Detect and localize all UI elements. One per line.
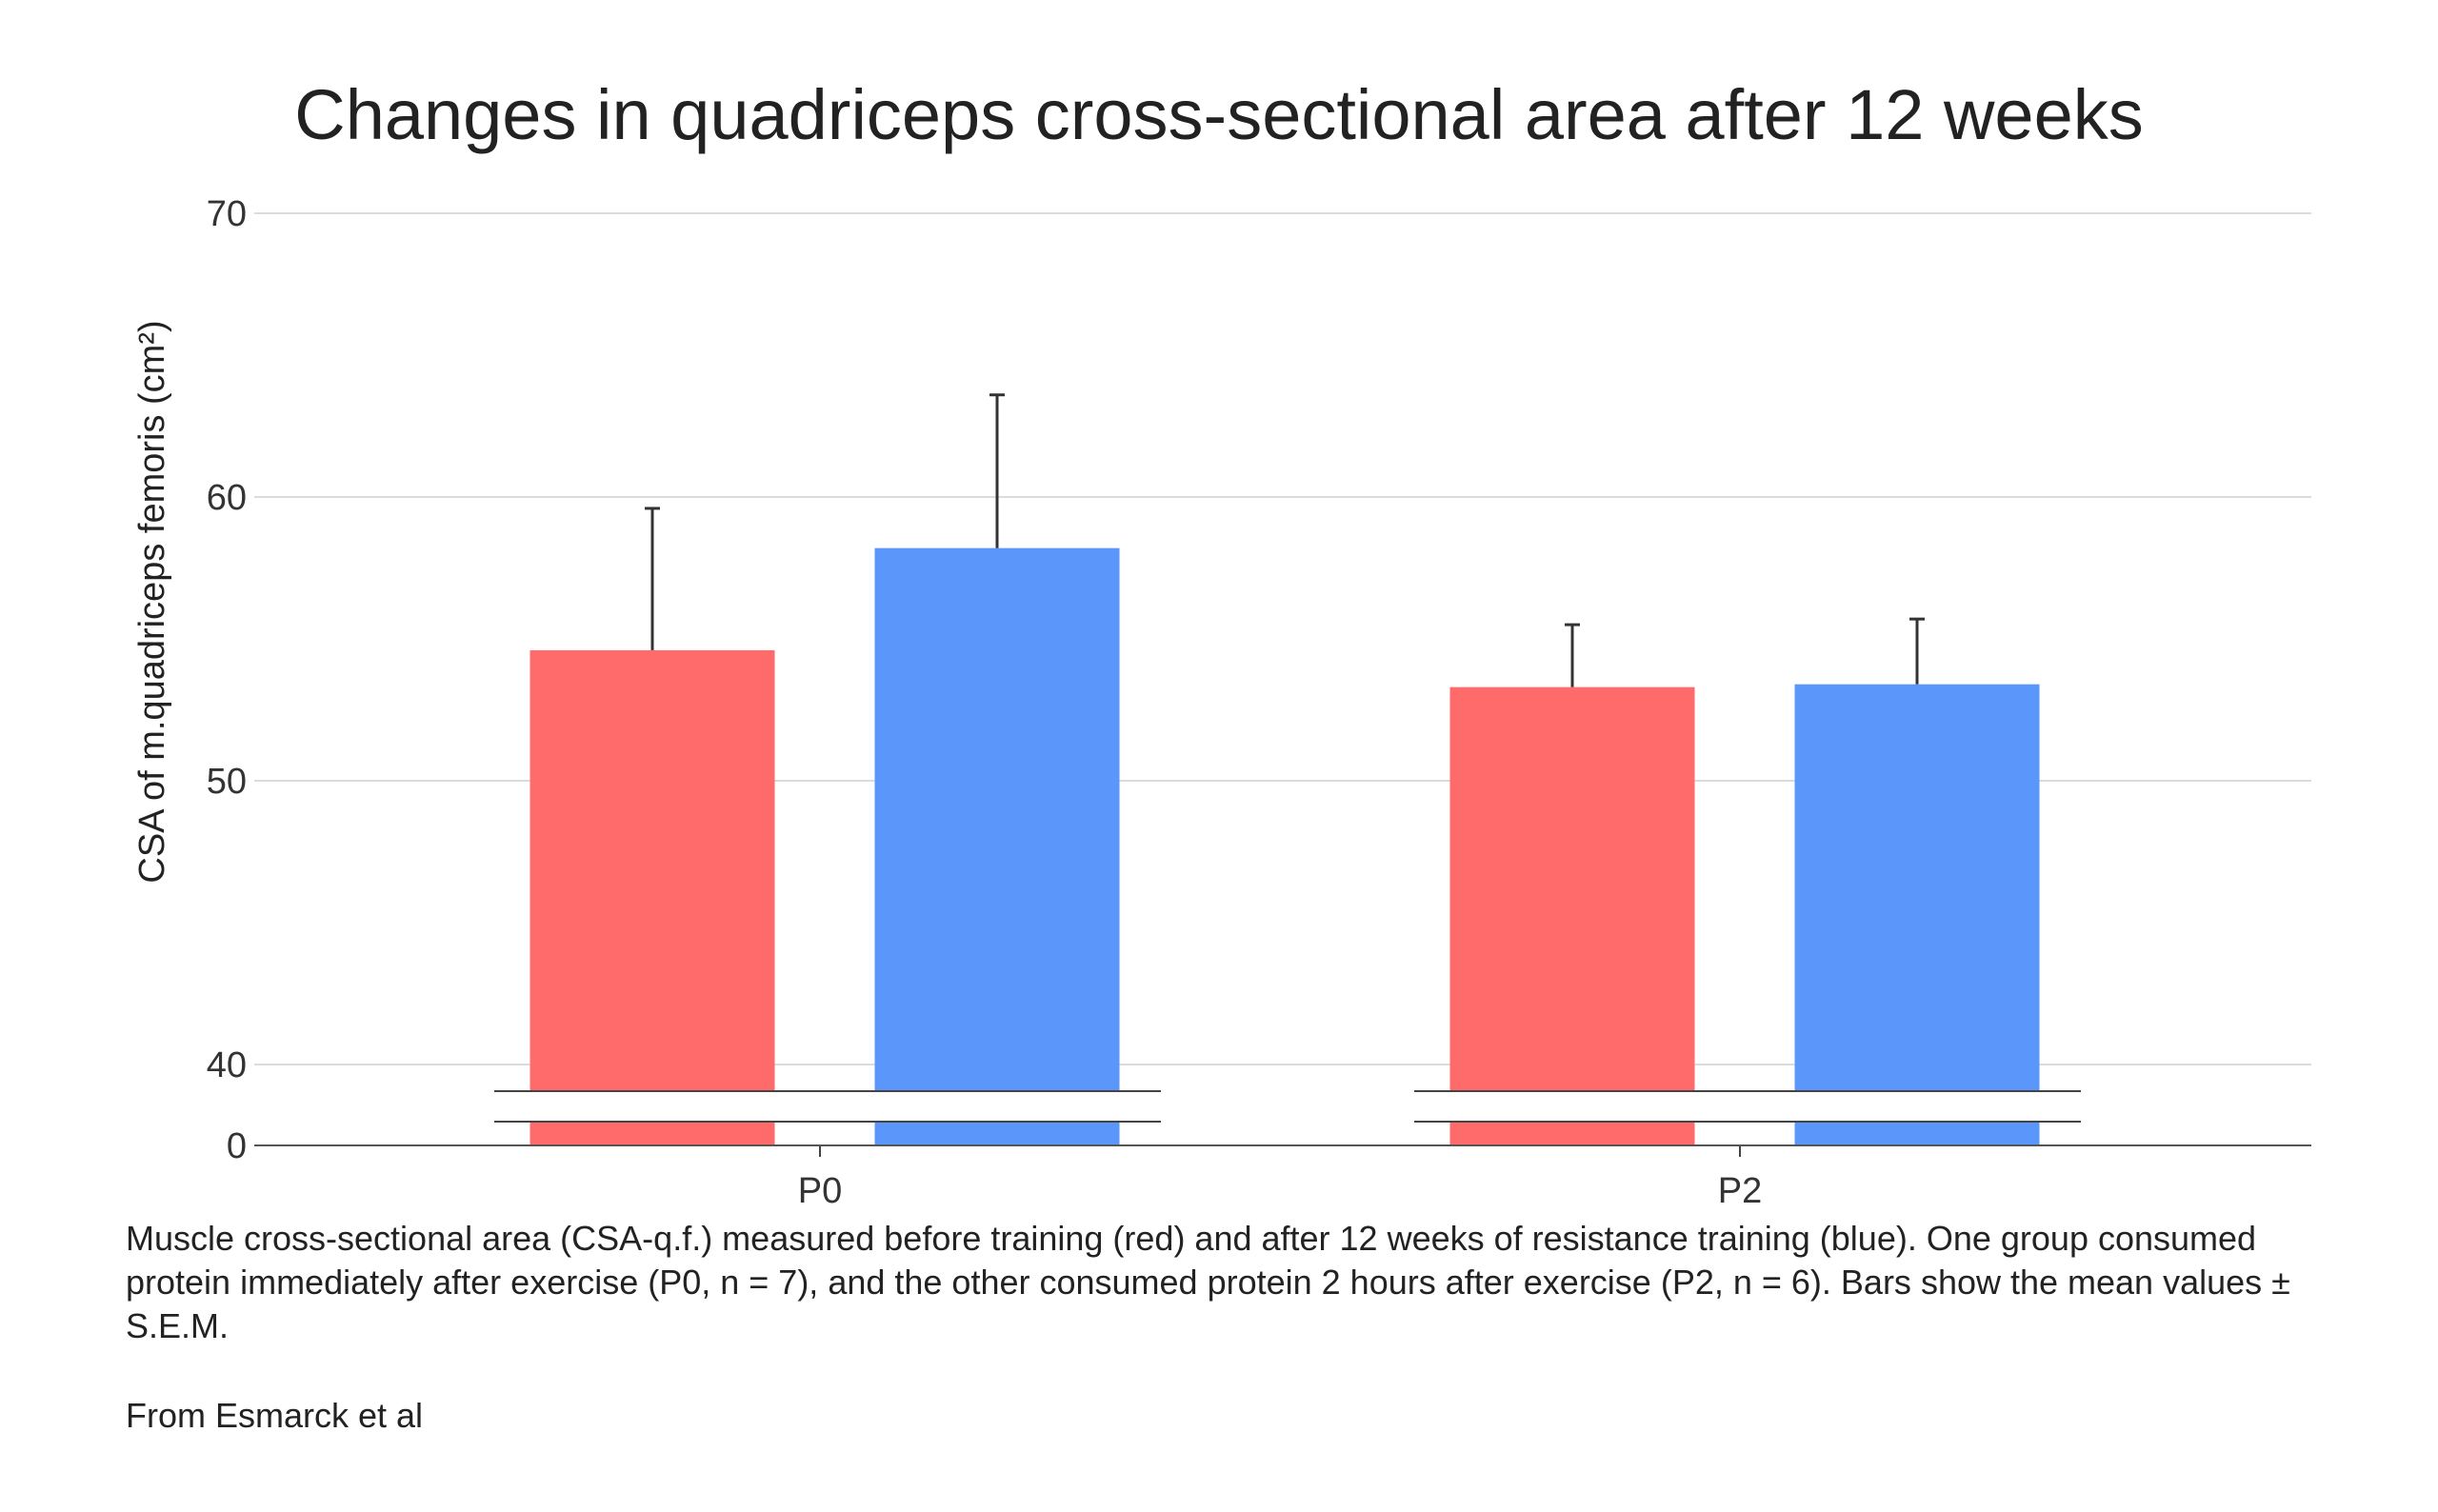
x-tick-label: P0 (798, 1171, 842, 1211)
y-axis-label: CSA of m.quadriceps femoris (cm²) (132, 320, 172, 883)
bar (874, 547, 1120, 1145)
y-tick-label: 50 (207, 762, 247, 802)
axis-break-gap (1414, 1092, 2081, 1121)
bar (530, 649, 775, 1145)
y-tick-label: 60 (207, 478, 247, 518)
chart-source: From Esmarck et al (126, 1396, 424, 1435)
chart-title: Changes in quadriceps cross-sectional ar… (294, 75, 2144, 154)
y-tick-label: 0 (227, 1126, 247, 1166)
bar (1794, 684, 2040, 1145)
axis-break-gap (494, 1092, 1161, 1121)
bar (1449, 686, 1695, 1145)
y-tick-label: 40 (207, 1045, 247, 1085)
bar-chart: 0 40 50 60 70 P0 P2 CSA of m.quadriceps femoris… (132, 194, 2311, 1211)
x-tick-label: P2 (1718, 1171, 1762, 1211)
chart-caption: Muscle cross-sectional area (CSA-q.f.) m… (126, 1219, 2290, 1345)
y-tick-label: 70 (207, 194, 247, 234)
